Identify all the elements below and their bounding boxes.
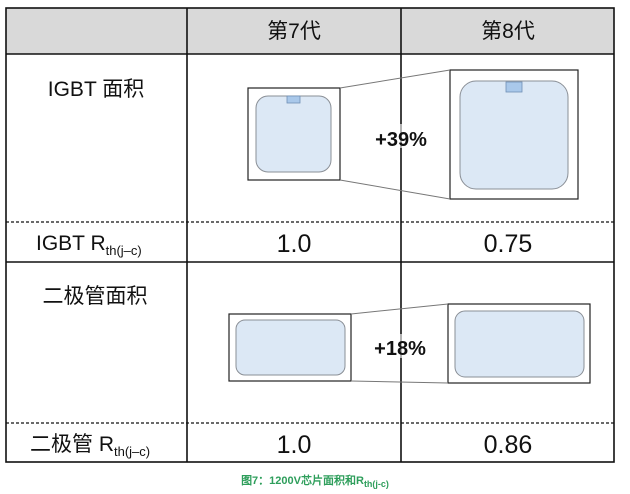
igbt-area-change: +39% <box>375 129 427 151</box>
diode-rth-gen7: 1.0 <box>277 431 312 459</box>
diode-connector-lines <box>350 303 449 384</box>
header-row <box>6 8 614 54</box>
igbt-rth-gen7: 1.0 <box>277 230 312 258</box>
igbt-chip-gen8 <box>449 69 579 200</box>
diode-area-change: +18% <box>374 338 426 360</box>
figure-caption: 图7：1200V芯片面积和Rth(j-c) <box>241 473 389 489</box>
igbt-rth-gen8: 0.75 <box>484 230 533 258</box>
header-gen7: 第7代 <box>267 20 321 43</box>
dashed-dividers <box>6 221 614 424</box>
diode-rth-gen8: 0.86 <box>484 431 533 459</box>
igbt-chip-gen7 <box>247 87 341 181</box>
igbt-connector-lines <box>339 69 451 200</box>
igbt-area-label: IGBT 面积 <box>48 78 144 101</box>
igbt-rth-label: IGBT Rth(j–c) <box>36 232 142 258</box>
diode-chip-gen8 <box>447 303 591 384</box>
table-grid <box>5 7 615 463</box>
diode-rth-label: 二极管 Rth(j–c) <box>30 433 150 459</box>
header-gen8: 第8代 <box>481 20 535 43</box>
diode-chip-gen7 <box>228 313 352 382</box>
diode-area-label: 二极管面积 <box>43 285 148 308</box>
